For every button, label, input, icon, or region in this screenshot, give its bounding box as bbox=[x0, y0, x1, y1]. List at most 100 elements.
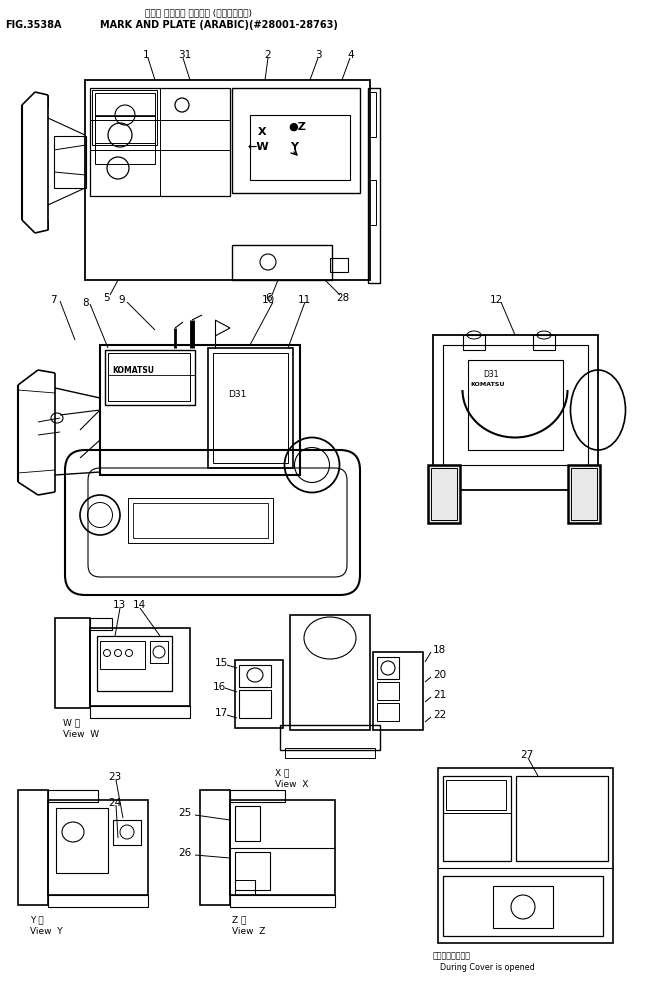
Text: 14: 14 bbox=[133, 600, 146, 610]
Text: W 果: W 果 bbox=[63, 718, 80, 727]
Text: View  X: View X bbox=[275, 780, 309, 789]
Bar bbox=[100, 345, 300, 475]
Text: View  W: View W bbox=[63, 730, 99, 739]
Text: KOMATSU: KOMATSU bbox=[470, 382, 505, 387]
Text: Y: Y bbox=[290, 142, 298, 152]
Bar bbox=[431, 468, 457, 520]
Bar bbox=[428, 465, 460, 523]
Bar bbox=[208, 348, 293, 468]
Bar bbox=[468, 360, 563, 450]
Bar bbox=[105, 350, 195, 405]
Bar bbox=[108, 353, 190, 401]
Bar bbox=[368, 88, 380, 283]
Bar bbox=[90, 628, 190, 706]
Text: 10: 10 bbox=[262, 295, 275, 305]
Bar bbox=[290, 615, 370, 730]
Text: D31: D31 bbox=[228, 390, 246, 399]
Bar bbox=[232, 245, 332, 280]
Text: MARK AND PLATE (ARABIC)(#28001-28763): MARK AND PLATE (ARABIC)(#28001-28763) bbox=[100, 20, 338, 30]
Bar bbox=[48, 790, 98, 802]
Text: 16: 16 bbox=[213, 682, 226, 692]
Bar bbox=[48, 800, 148, 895]
Text: 2: 2 bbox=[264, 50, 270, 60]
Bar bbox=[443, 345, 588, 465]
Bar bbox=[54, 136, 86, 188]
Bar bbox=[100, 641, 145, 669]
Bar bbox=[90, 88, 230, 196]
Bar bbox=[230, 800, 335, 895]
Text: ←W: ←W bbox=[248, 142, 270, 152]
Bar bbox=[55, 618, 90, 708]
Bar bbox=[213, 353, 288, 463]
Bar bbox=[368, 180, 376, 225]
Text: 13: 13 bbox=[113, 600, 126, 610]
Text: 22: 22 bbox=[433, 710, 446, 720]
Bar bbox=[18, 790, 48, 905]
Bar bbox=[150, 641, 168, 663]
Bar bbox=[239, 665, 271, 687]
Text: 4: 4 bbox=[347, 50, 353, 60]
Bar bbox=[368, 92, 376, 137]
Text: 18: 18 bbox=[433, 645, 446, 655]
Bar bbox=[443, 876, 603, 936]
Text: 28: 28 bbox=[336, 293, 349, 303]
Text: 9: 9 bbox=[118, 295, 124, 305]
Text: During Cover is opened: During Cover is opened bbox=[440, 963, 535, 972]
Text: KOMATSU: KOMATSU bbox=[112, 366, 154, 375]
Text: 8: 8 bbox=[82, 298, 89, 308]
Text: 21: 21 bbox=[433, 690, 446, 700]
Bar bbox=[230, 895, 335, 907]
Bar bbox=[377, 682, 399, 700]
Bar bbox=[280, 725, 380, 750]
Bar bbox=[516, 776, 608, 861]
Bar bbox=[232, 88, 360, 193]
Bar bbox=[235, 660, 283, 728]
Text: Y 果: Y 果 bbox=[30, 915, 43, 924]
Bar bbox=[235, 806, 260, 841]
Text: 11: 11 bbox=[298, 295, 311, 305]
Bar bbox=[377, 657, 399, 679]
Text: 20: 20 bbox=[433, 670, 446, 680]
Text: 3: 3 bbox=[315, 50, 322, 60]
Text: X 果: X 果 bbox=[275, 768, 290, 777]
Text: X: X bbox=[258, 127, 266, 137]
Bar bbox=[90, 706, 190, 718]
Bar bbox=[493, 886, 553, 928]
Bar bbox=[56, 808, 108, 873]
Text: D31: D31 bbox=[483, 370, 499, 379]
Bar bbox=[230, 790, 285, 802]
Text: 7: 7 bbox=[50, 295, 57, 305]
Bar bbox=[250, 115, 350, 180]
Text: 23: 23 bbox=[108, 772, 121, 782]
Text: 24: 24 bbox=[108, 798, 121, 808]
Text: View  Y: View Y bbox=[30, 927, 63, 936]
Text: 31: 31 bbox=[178, 50, 191, 60]
Text: 点検カバー開放時: 点検カバー開放時 bbox=[433, 951, 471, 960]
Bar bbox=[95, 93, 155, 143]
Bar bbox=[90, 618, 112, 630]
Bar bbox=[463, 335, 485, 350]
Text: 15: 15 bbox=[215, 658, 228, 668]
Text: Z 果: Z 果 bbox=[232, 915, 246, 924]
Text: 5: 5 bbox=[103, 293, 110, 303]
Bar bbox=[433, 335, 598, 490]
Text: マーク オヤビプ プレート (アラビアコー): マーク オヤビプ プレート (アラビアコー) bbox=[145, 8, 252, 17]
Bar bbox=[438, 768, 613, 943]
Bar bbox=[446, 780, 506, 810]
Bar bbox=[200, 790, 230, 905]
Bar bbox=[133, 503, 268, 538]
Text: 6: 6 bbox=[265, 293, 272, 303]
Text: 17: 17 bbox=[215, 708, 228, 718]
Bar bbox=[373, 652, 423, 730]
Bar bbox=[568, 465, 600, 523]
Text: 1: 1 bbox=[143, 50, 149, 60]
Bar bbox=[113, 820, 141, 845]
Bar bbox=[443, 776, 511, 861]
Bar bbox=[330, 258, 348, 272]
Text: 27: 27 bbox=[520, 750, 533, 760]
Bar bbox=[571, 468, 597, 520]
Bar bbox=[285, 748, 375, 758]
Text: 12: 12 bbox=[490, 295, 503, 305]
Bar bbox=[128, 498, 273, 543]
Bar bbox=[48, 895, 148, 907]
